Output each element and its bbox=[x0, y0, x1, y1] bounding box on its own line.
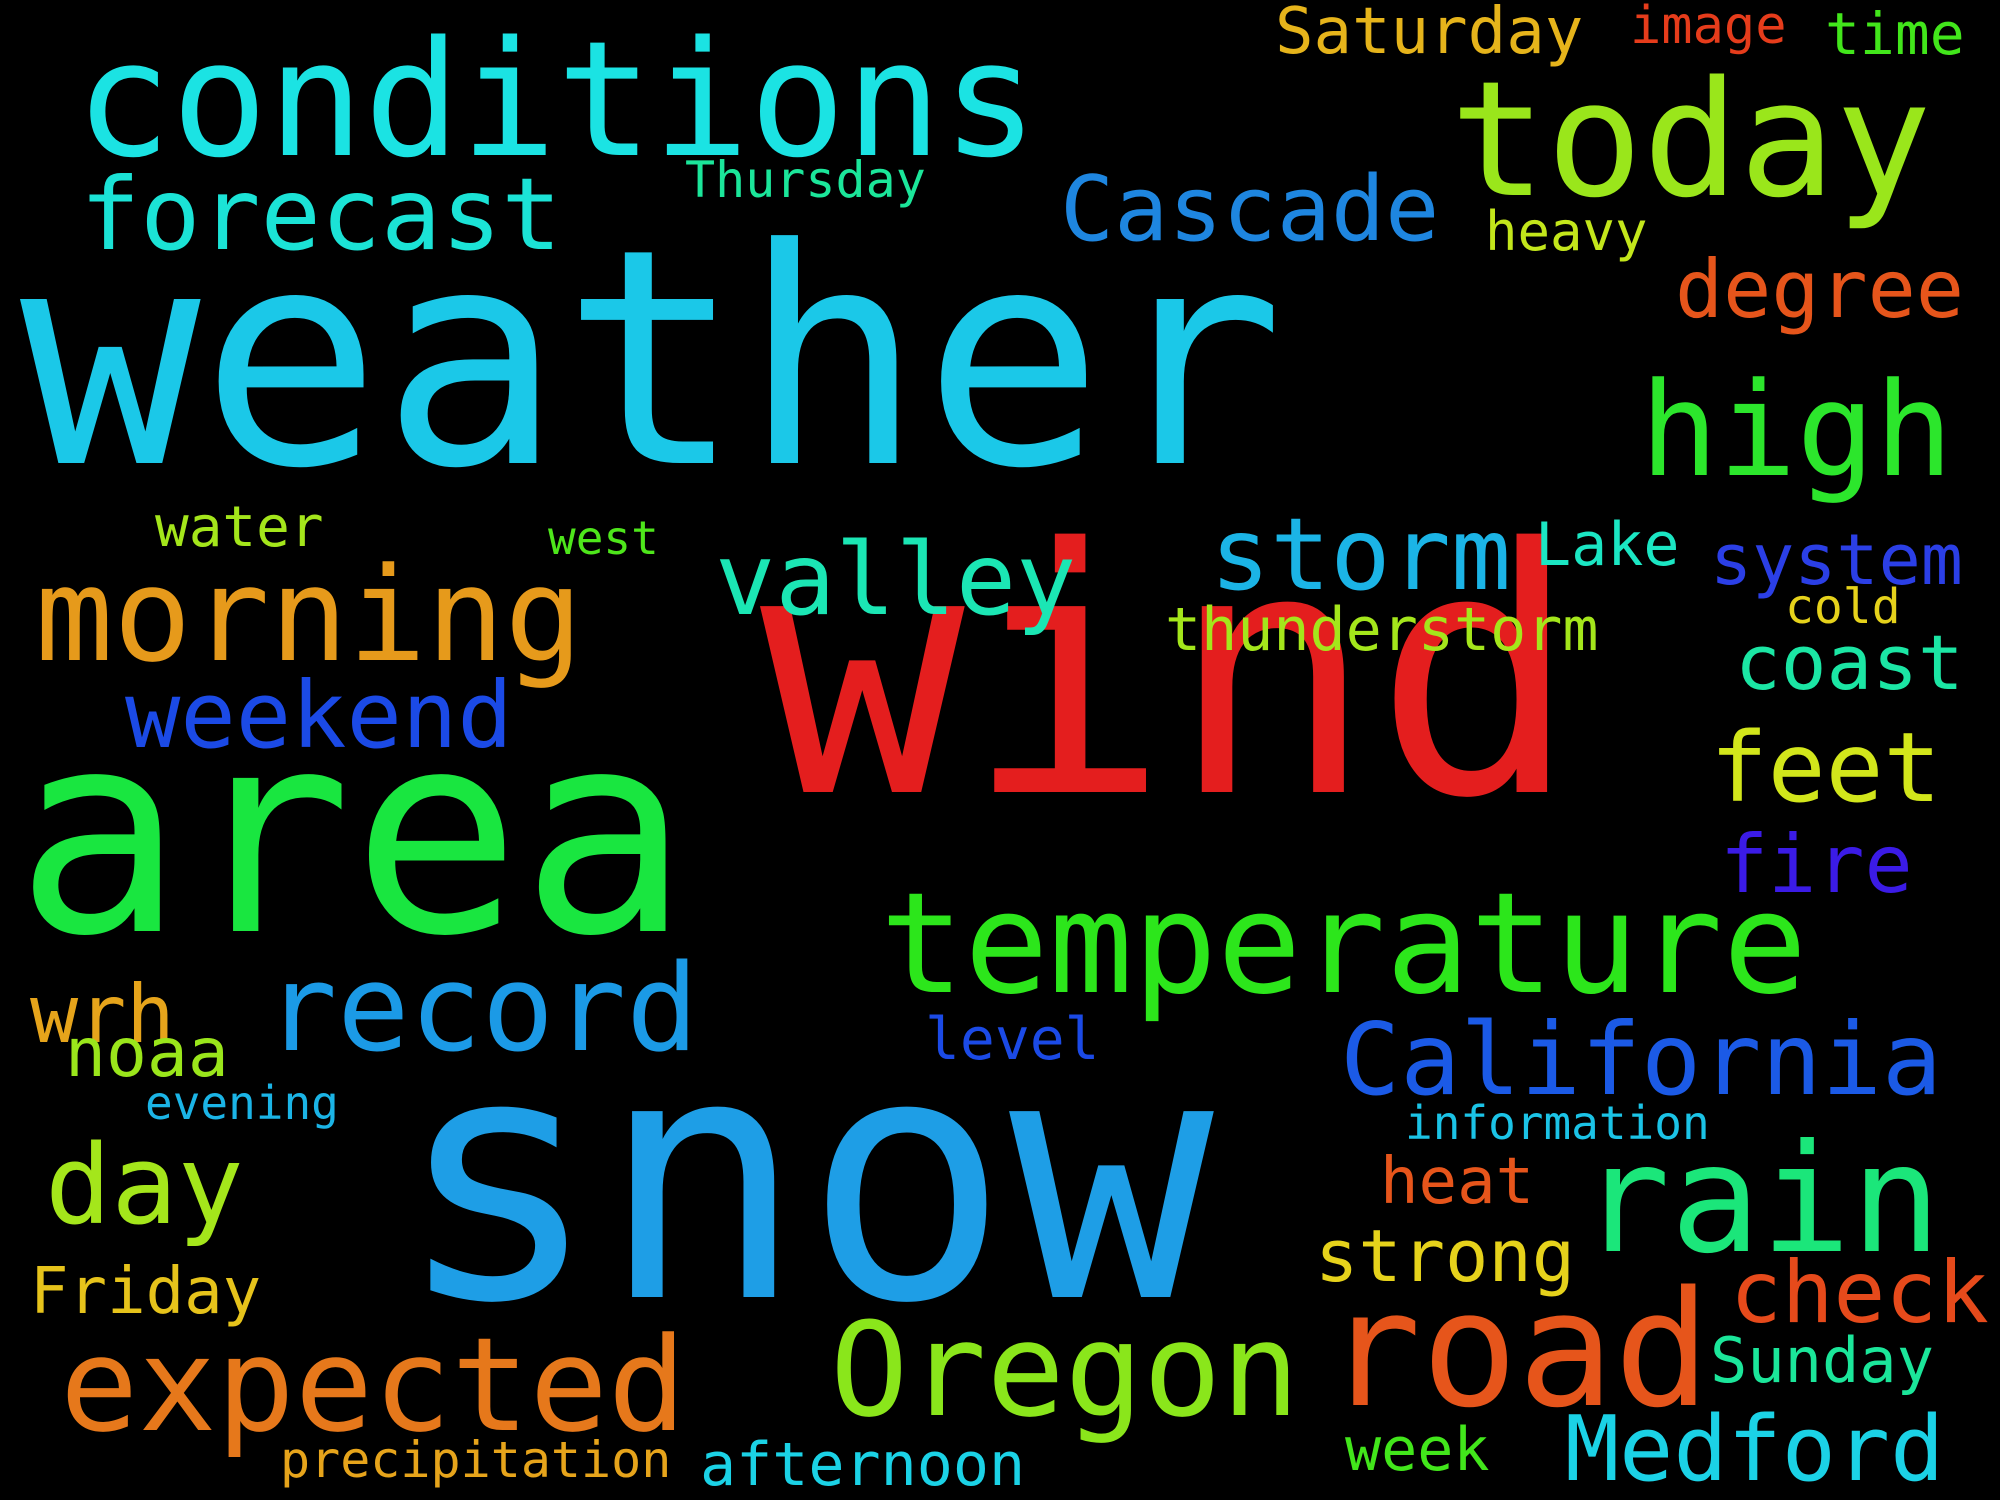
word-cold: cold bbox=[1785, 579, 1901, 635]
word-weekend: weekend bbox=[125, 662, 513, 769]
word-cascade: Cascade bbox=[1060, 157, 1440, 262]
word-storm: storm bbox=[1210, 496, 1512, 613]
word-thunderstorm: thunderstorm bbox=[1165, 595, 1599, 665]
word-area: area bbox=[15, 672, 690, 998]
word-precipitation: precipitation bbox=[280, 1431, 672, 1489]
word-feet: feet bbox=[1710, 712, 1942, 824]
word-medford: Medford bbox=[1565, 1397, 1945, 1500]
word-coast: coast bbox=[1735, 618, 1964, 707]
word-image: image bbox=[1630, 0, 1787, 56]
word-morning: morning bbox=[35, 539, 583, 691]
word-saturday: Saturday bbox=[1275, 0, 1584, 69]
word-noaa: noaa bbox=[65, 1014, 229, 1093]
word-information: information bbox=[1405, 1096, 1710, 1150]
word-strong: strong bbox=[1315, 1214, 1576, 1298]
word-wind: wind bbox=[760, 477, 1579, 873]
word-forecast: forecast bbox=[80, 156, 562, 273]
word-day: day bbox=[45, 1121, 244, 1249]
word-conditions: conditions bbox=[75, 6, 1039, 193]
word-week: week bbox=[1345, 1415, 1490, 1485]
word-weather: weather bbox=[20, 185, 1285, 534]
word-heavy: heavy bbox=[1485, 200, 1648, 263]
word-water: water bbox=[155, 495, 324, 560]
word-afternoon: afternoon bbox=[700, 1430, 1026, 1500]
word-thursday: Thursday bbox=[685, 151, 926, 209]
word-time: time bbox=[1825, 0, 1965, 68]
word-sunday: Sunday bbox=[1710, 1324, 1934, 1397]
word-evening: evening bbox=[145, 1076, 339, 1130]
word-wrh: wrh bbox=[30, 968, 175, 1061]
word-rain: rain bbox=[1580, 1113, 1942, 1287]
word-fire: fire bbox=[1720, 818, 1913, 911]
word-heat: heat bbox=[1380, 1145, 1535, 1219]
word-friday: Friday bbox=[30, 1255, 262, 1329]
word-oregon: Oregon bbox=[830, 1294, 1300, 1446]
word-high: high bbox=[1640, 354, 1954, 506]
word-expected: expected bbox=[60, 1309, 687, 1461]
word-snow: snow bbox=[395, 982, 1214, 1378]
word-west: west bbox=[548, 511, 659, 565]
word-valley: valley bbox=[715, 521, 1077, 638]
word-california: California bbox=[1340, 1001, 1943, 1118]
word-degree: degree bbox=[1675, 243, 1964, 336]
word-temperature: temperature bbox=[880, 863, 1808, 1026]
word-check: check bbox=[1730, 1243, 1989, 1343]
word-lake: Lake bbox=[1535, 510, 1680, 580]
word-system: system bbox=[1710, 519, 1963, 601]
word-today: today bbox=[1450, 46, 1932, 233]
word-record: record bbox=[265, 940, 699, 1079]
word-road: road bbox=[1325, 1256, 1711, 1443]
word-level: level bbox=[925, 1005, 1100, 1073]
